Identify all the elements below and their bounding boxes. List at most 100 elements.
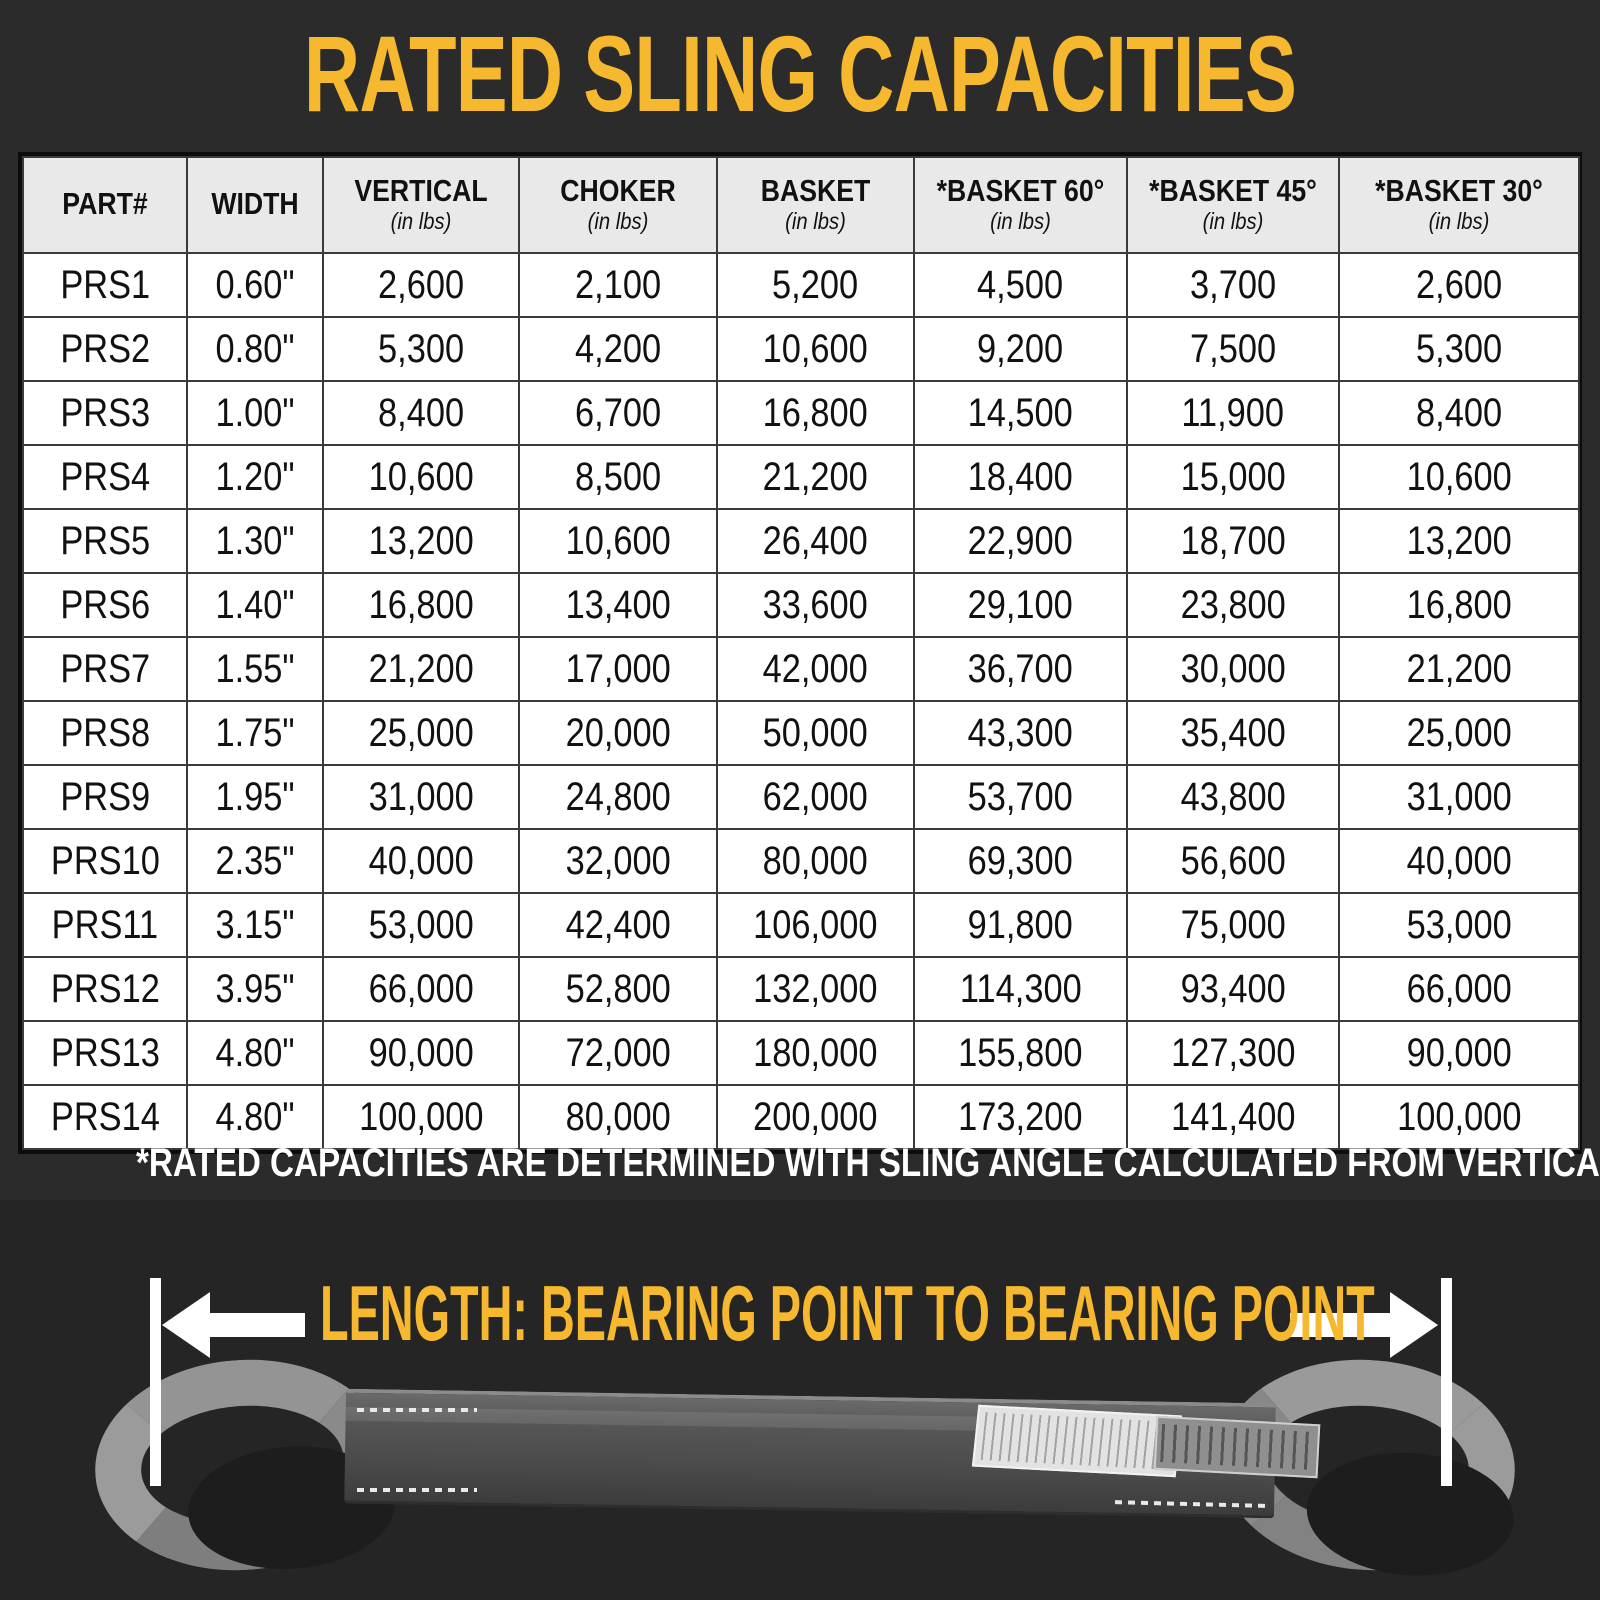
column-header-basket-45: *BASKET 45° (in lbs)	[1126, 156, 1340, 254]
column-header-title: *BASKET 30°	[1375, 173, 1543, 208]
cell-value: 42,000	[716, 636, 915, 702]
cell-part-number: PRS1	[22, 252, 188, 318]
cell-text: 21,200	[1406, 647, 1512, 691]
cell-value: 100,000	[1338, 1084, 1580, 1150]
cell-value: 18,700	[1126, 508, 1340, 574]
cell-value: 31,000	[322, 764, 520, 830]
cell-text: PRS7	[60, 647, 150, 691]
cell-value: 66,000	[322, 956, 520, 1022]
cell-value: 5,300	[1338, 316, 1580, 382]
cell-text: 2,600	[377, 263, 465, 307]
cell-value: 3,700	[1126, 252, 1340, 318]
cell-text: 23,800	[1180, 583, 1286, 627]
cell-value: 26,400	[716, 508, 915, 574]
cell-text: 17,000	[565, 647, 671, 691]
cell-value: 132,000	[716, 956, 915, 1022]
cell-text: PRS6	[60, 583, 150, 627]
cell-part-number: PRS2	[22, 316, 188, 382]
cell-value: 35,400	[1126, 700, 1340, 766]
sling-tag-print	[980, 1412, 1174, 1470]
cell-value: 23,800	[1126, 572, 1340, 638]
cell-text: PRS5	[60, 519, 150, 563]
table-row: PRS7 1.55" 21,200 17,000 42,000 36,700 30,000 2…	[22, 636, 1580, 702]
cell-text: 13,400	[565, 583, 671, 627]
cell-text: 53,700	[967, 775, 1074, 819]
cell-value: 13,400	[518, 572, 718, 638]
cell-text: 9,200	[977, 327, 1064, 371]
cell-text: 6,700	[574, 391, 662, 435]
sling-capacity-tag	[971, 1404, 1183, 1478]
cell-value: 9,200	[913, 316, 1128, 382]
column-header-vertical: VERTICAL (in lbs)	[322, 156, 520, 254]
cell-text: 3.95"	[215, 967, 295, 1011]
cell-text: 15,000	[1180, 455, 1286, 499]
cell-text: 5,300	[377, 327, 465, 371]
cell-text: 93,400	[1180, 967, 1286, 1011]
cell-text: 43,800	[1180, 775, 1286, 819]
cell-text: 10,600	[565, 519, 671, 563]
cell-text: 1.40"	[215, 583, 295, 627]
cell-value: 42,400	[518, 892, 718, 958]
cell-text: 25,000	[368, 711, 474, 755]
sling-secondary-tag	[1153, 1415, 1321, 1479]
cell-value: 16,800	[1338, 572, 1580, 638]
cell-text: 50,000	[762, 711, 869, 755]
cell-text: 25,000	[1406, 711, 1512, 755]
table-row: PRS11 3.15" 53,000 42,400 106,000 91,800 75,00…	[22, 892, 1580, 958]
cell-value: 25,000	[1338, 700, 1580, 766]
cell-value: 90,000	[1338, 1020, 1580, 1086]
table-row: PRS1 0.60" 2,600 2,100 5,200 4,500 3,700 2,600	[22, 252, 1580, 318]
cell-text: 8,500	[574, 455, 662, 499]
cell-value: 4,500	[913, 252, 1128, 318]
cell-value: 53,700	[913, 764, 1128, 830]
cell-text: 16,800	[1406, 583, 1512, 627]
cell-text: 52,800	[565, 967, 671, 1011]
column-header-units: (in lbs)	[587, 208, 649, 234]
measurement-tick-left	[150, 1278, 161, 1486]
cell-value: 13,200	[322, 508, 520, 574]
column-header-title: *BASKET 45°	[1149, 173, 1317, 208]
cell-value: 141,400	[1126, 1084, 1340, 1150]
column-header-basket: BASKET (in lbs)	[716, 156, 915, 254]
cell-part-number: PRS7	[22, 636, 188, 702]
cell-text: 16,800	[762, 391, 869, 435]
cell-text: 4.80"	[215, 1095, 295, 1139]
cell-text: 3,700	[1189, 263, 1277, 307]
footnote-text: *RATED CAPACITIES ARE DETERMINED WITH SL…	[136, 1141, 1600, 1185]
cell-text: 53,000	[1406, 903, 1512, 947]
cell-part-number: PRS9	[22, 764, 188, 830]
cell-text: 35,400	[1180, 711, 1286, 755]
cell-value: 13,200	[1338, 508, 1580, 574]
table-row: PRS12 3.95" 66,000 52,800 132,000 114,300 93,4…	[22, 956, 1580, 1022]
cell-value: 21,200	[1338, 636, 1580, 702]
cell-text: 18,400	[967, 455, 1074, 499]
rated-capacities-table: PART# WIDTH VERTICAL (in lbs) CHOKER (in lbs)…	[18, 152, 1582, 1154]
table-row: PRS6 1.40" 16,800 13,400 33,600 29,100 23,800 1…	[22, 572, 1580, 638]
round-sling-illustration	[88, 1349, 1522, 1583]
cell-text: 4,200	[574, 327, 662, 371]
cell-value: 127,300	[1126, 1020, 1340, 1086]
cell-text: 2,100	[574, 263, 662, 307]
cell-value: 3.95"	[186, 956, 324, 1022]
cell-value: 8,400	[1338, 380, 1580, 446]
sling-eye-right-opening	[1302, 1446, 1518, 1583]
cell-value: 10,600	[518, 508, 718, 574]
cell-text: 132,000	[753, 967, 878, 1011]
cell-text: 40,000	[1406, 839, 1512, 883]
cell-value: 93,400	[1126, 956, 1340, 1022]
arrow-left-shaft	[200, 1313, 305, 1337]
table-row: PRS9 1.95" 31,000 24,800 62,000 53,700 43,800 3…	[22, 764, 1580, 830]
cell-text: PRS10	[50, 839, 160, 883]
cell-text: PRS3	[60, 391, 150, 435]
cell-text: 1.75"	[215, 711, 295, 755]
cell-value: 90,000	[322, 1020, 520, 1086]
cell-part-number: PRS8	[22, 700, 188, 766]
column-header-basket-60: *BASKET 60° (in lbs)	[913, 156, 1128, 254]
cell-text: 14,500	[967, 391, 1074, 435]
cell-text: 36,700	[967, 647, 1074, 691]
cell-value: 2.35"	[186, 828, 324, 894]
cell-value: 17,000	[518, 636, 718, 702]
cell-text: 1.00"	[215, 391, 295, 435]
table-row: PRS14 4.80" 100,000 80,000 200,000 173,200 141…	[22, 1084, 1580, 1150]
cell-text: 127,300	[1170, 1031, 1296, 1075]
